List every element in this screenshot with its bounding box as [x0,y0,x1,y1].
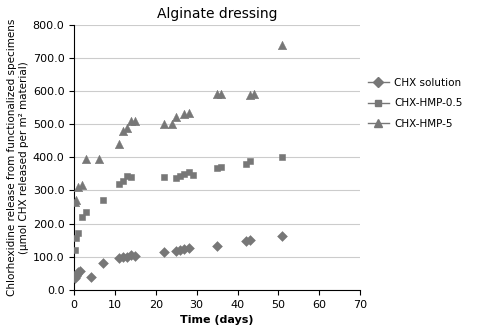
CHX-HMP-5 [115,141,123,147]
CHX solution [72,276,80,281]
CHX-HMP-0.5 [128,175,136,180]
CHX-HMP-5 [124,125,132,131]
CHX solution [74,271,82,277]
CHX solution [76,268,84,273]
CHX solution [180,247,188,252]
CHX-HMP-0.5 [72,247,80,253]
CHX-HMP-0.5 [74,231,82,236]
CHX-HMP-5 [213,92,221,97]
CHX-HMP-5 [217,91,225,96]
CHX-HMP-0.5 [246,159,254,164]
CHX solution [119,254,127,259]
CHX solution [74,270,82,275]
CHX-HMP-0.5 [115,181,123,187]
CHX-HMP-0.5 [278,155,286,160]
CHX-HMP-0.5 [172,175,180,181]
CHX-HMP-0.5 [82,209,90,214]
CHX-HMP-5 [94,156,102,162]
CHX-HMP-5 [250,92,258,97]
CHX-HMP-5 [74,185,82,190]
CHX-HMP-5 [72,198,80,203]
CHX solution [242,238,250,243]
CHX-HMP-5 [132,118,140,124]
CHX-HMP-5 [119,128,127,133]
CHX-HMP-0.5 [72,236,80,241]
Title: Alginate dressing: Alginate dressing [157,7,278,21]
CHX solution [160,250,168,255]
Legend: CHX solution, CHX-HMP-0.5, CHX-HMP-5: CHX solution, CHX-HMP-0.5, CHX-HMP-5 [368,78,462,128]
CHX-HMP-5 [72,200,80,205]
CHX-HMP-0.5 [176,173,184,178]
CHX-HMP-5 [82,156,90,162]
CHX solution [172,248,180,253]
CHX-HMP-0.5 [124,173,132,178]
CHX-HMP-0.5 [119,178,127,183]
CHX-HMP-0.5 [242,161,250,167]
CHX-HMP-5 [278,42,286,47]
X-axis label: Time (days): Time (days) [180,315,254,325]
CHX-HMP-5 [246,92,254,98]
CHX solution [246,237,254,243]
CHX-HMP-0.5 [188,172,196,177]
CHX solution [115,256,123,261]
CHX-HMP-0.5 [217,164,225,169]
CHX solution [128,252,136,258]
CHX solution [86,274,94,279]
CHX solution [184,246,192,251]
CHX solution [278,233,286,238]
CHX-HMP-0.5 [99,198,107,203]
CHX solution [176,247,184,253]
CHX-HMP-0.5 [78,214,86,219]
CHX solution [72,273,80,279]
CHX-HMP-5 [180,112,188,117]
CHX-HMP-0.5 [213,165,221,171]
Y-axis label: Chlorhexidine release from functionalized specimens
(μmol CHX released per m² ma: Chlorhexidine release from functionalize… [7,19,28,296]
CHX-HMP-5 [78,183,86,188]
CHX solution [213,243,221,249]
CHX-HMP-5 [172,114,180,120]
CHX solution [132,253,140,258]
CHX solution [124,254,132,259]
CHX solution [99,261,107,266]
CHX-HMP-5 [184,110,192,115]
CHX-HMP-5 [128,118,136,124]
CHX-HMP-5 [168,122,176,127]
CHX-HMP-0.5 [184,170,192,175]
CHX-HMP-5 [160,122,168,127]
CHX-HMP-0.5 [160,175,168,180]
CHX-HMP-0.5 [180,171,188,177]
